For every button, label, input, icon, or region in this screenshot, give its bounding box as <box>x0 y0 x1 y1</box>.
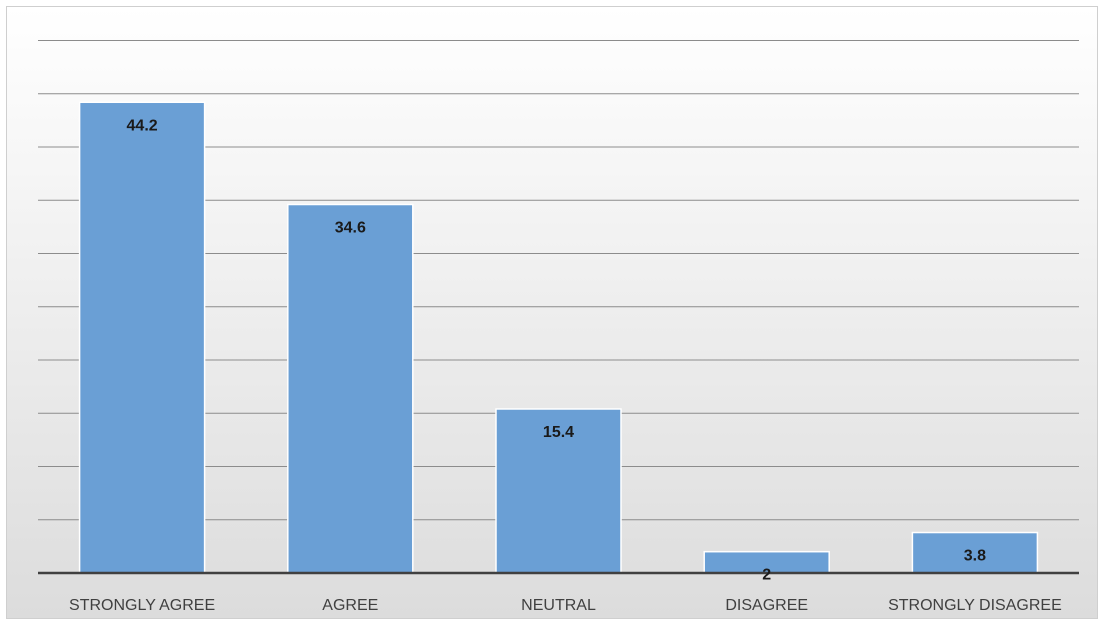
x-tick-labels: STRONGLY AGREE AGREE NEUTRAL DISAGREE STRONG… <box>69 597 1062 614</box>
bar-strongly-agree <box>78 101 206 574</box>
bars <box>78 101 1039 574</box>
data-label: 34.6 <box>335 220 366 237</box>
x-tick-label: NEUTRAL <box>521 597 596 614</box>
chart-frame: 44.2 34.6 15.4 2 3.8 STRONGLY AGREE AGREE NEUT… <box>6 6 1098 619</box>
x-tick-label: AGREE <box>322 597 378 614</box>
data-label: 15.4 <box>543 424 574 441</box>
bar-neutral <box>495 408 622 574</box>
bar-strongly-disagree <box>911 531 1039 574</box>
data-label: 3.8 <box>964 548 986 565</box>
bar-agree <box>287 203 414 574</box>
bar-chart: 44.2 34.6 15.4 2 3.8 STRONGLY AGREE AGREE NEUT… <box>7 7 1097 618</box>
data-label: 44.2 <box>127 117 158 134</box>
data-labels: 44.2 34.6 15.4 2 3.8 <box>127 117 987 583</box>
x-tick-label: STRONGLY DISAGREE <box>888 597 1062 614</box>
x-tick-label: STRONGLY AGREE <box>69 597 215 614</box>
data-label: 2 <box>762 567 771 584</box>
x-tick-label: DISAGREE <box>725 597 808 614</box>
